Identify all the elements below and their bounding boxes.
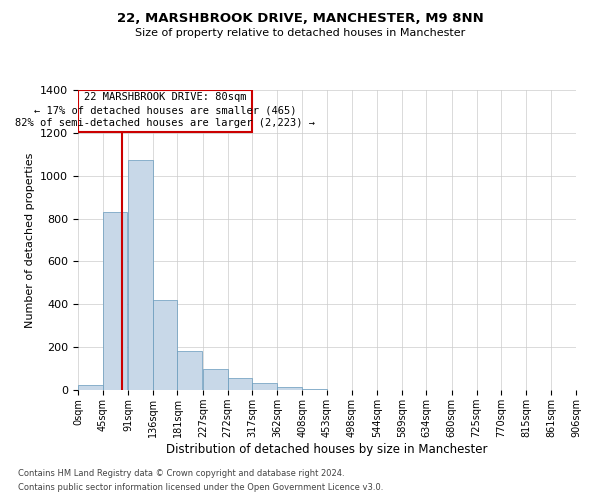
Bar [178, 352, 202, 390]
Bar [103, 212, 127, 390]
Bar [153, 300, 178, 390]
Bar [128, 160, 153, 390]
Bar [203, 368, 227, 390]
Y-axis label: Number of detached properties: Number of detached properties [25, 152, 35, 328]
Bar [78, 384, 103, 390]
Text: 82% of semi-detached houses are larger (2,223) →: 82% of semi-detached houses are larger (… [15, 118, 315, 128]
Text: ← 17% of detached houses are smaller (465): ← 17% of detached houses are smaller (46… [34, 105, 296, 115]
Bar [252, 382, 277, 390]
Text: 22, MARSHBROOK DRIVE, MANCHESTER, M9 8NN: 22, MARSHBROOK DRIVE, MANCHESTER, M9 8NN [116, 12, 484, 26]
Bar [302, 389, 327, 390]
Bar [277, 387, 302, 390]
Text: Contains HM Land Registry data © Crown copyright and database right 2024.: Contains HM Land Registry data © Crown c… [18, 468, 344, 477]
Text: Contains public sector information licensed under the Open Government Licence v3: Contains public sector information licen… [18, 484, 383, 492]
X-axis label: Distribution of detached houses by size in Manchester: Distribution of detached houses by size … [166, 442, 488, 456]
Bar [78, 90, 252, 132]
Text: Size of property relative to detached houses in Manchester: Size of property relative to detached ho… [135, 28, 465, 38]
Bar [227, 378, 252, 390]
Text: 22 MARSHBROOK DRIVE: 80sqm: 22 MARSHBROOK DRIVE: 80sqm [84, 92, 247, 102]
